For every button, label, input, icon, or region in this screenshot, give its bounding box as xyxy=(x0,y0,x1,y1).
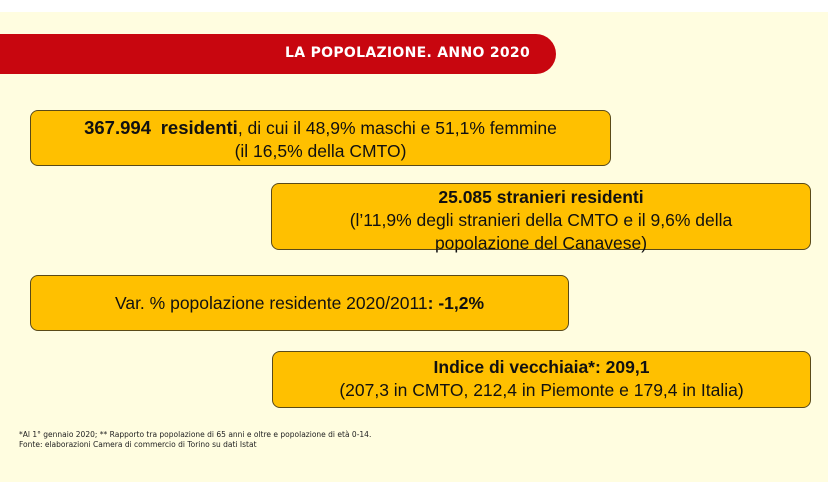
footnote-line1: *Al 1° gennaio 2020; ** Rapporto tra pop… xyxy=(19,430,372,439)
residents-label: residenti xyxy=(160,117,238,138)
population-variation-box: Var. % popolazione residente 2020/2011: … xyxy=(30,275,569,331)
title-banner: LA POPOLAZIONE. ANNO 2020 xyxy=(0,34,556,74)
residents-share: (il 16,5% della CMTO) xyxy=(234,141,407,161)
residents-number: 367.994 xyxy=(84,117,151,138)
variation-label: Var. % popolazione residente 2020/2011 xyxy=(114,293,428,313)
foreign-residents-title: 25.085 stranieri residenti xyxy=(438,187,644,207)
aging-index-box: Indice di vecchiaia*: 209,1 (207,3 in CM… xyxy=(272,351,811,408)
footnote: *Al 1° gennaio 2020; ** Rapporto tra pop… xyxy=(19,430,371,450)
residents-line: 367.994 residenti, di cui il 48,9% masch… xyxy=(31,116,610,140)
foreign-residents-line2: (l’11,9% degli stranieri della CMTO e il… xyxy=(349,210,733,230)
foreign-residents-box: 25.085 stranieri residenti (l’11,9% degl… xyxy=(271,183,811,253)
aging-index-title: Indice di vecchiaia*: 209,1 xyxy=(433,357,650,377)
residents-detail: , di cui il 48,9% maschi e 51,1% femmine xyxy=(237,118,557,138)
banner-title: LA POPOLAZIONE. ANNO 2020 xyxy=(285,45,530,61)
footnote-source: Fonte: elaborazioni Camera di commercio … xyxy=(19,440,257,449)
residents-box: 367.994 residenti, di cui il 48,9% masch… xyxy=(30,110,611,166)
variation-value: : -1,2% xyxy=(427,293,485,313)
foreign-residents-line3: popolazione del Canavese) xyxy=(434,233,648,253)
aging-index-comparison: (207,3 in CMTO, 212,4 in Piemonte e 179,… xyxy=(339,380,744,400)
